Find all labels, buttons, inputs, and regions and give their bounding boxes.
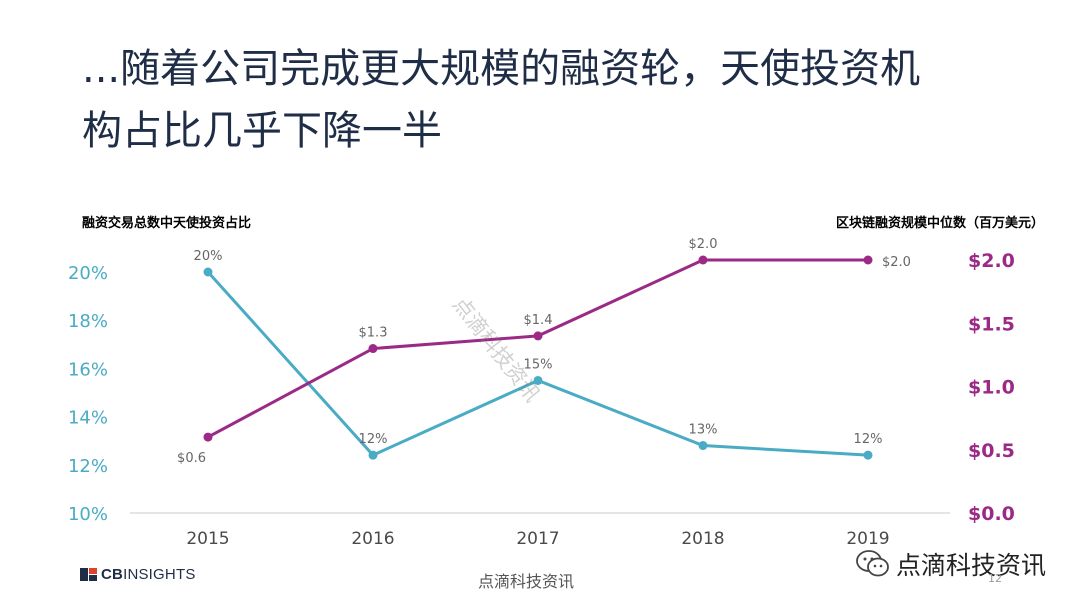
data-label: $1.4: [524, 313, 553, 328]
data-label: 12%: [359, 432, 388, 447]
series-2-point: [698, 255, 708, 265]
label-layer: 20% 12% 15% 13% 12% $0.6 $1.3 $1.4 $2.0 $2.0: [177, 237, 911, 466]
right-tick-label: $1.5: [968, 313, 1015, 335]
right-tick-label: $1.0: [968, 377, 1015, 399]
left-tick-label: 18%: [68, 311, 108, 332]
series-2-point: [203, 432, 213, 442]
right-axis-caption: 区块链融资规模中位数（百万美元）: [835, 216, 1044, 231]
data-label: 20%: [194, 249, 223, 264]
series-layer: [203, 255, 873, 460]
page-number: 12: [988, 572, 1002, 585]
category-label: 2018: [681, 529, 724, 549]
series-2-point: [533, 331, 543, 341]
cbinsights-logo: CBINSIGHTS: [80, 564, 196, 584]
data-label: $0.6: [177, 451, 206, 466]
right-tick-label: $2.0: [968, 250, 1015, 272]
wechat-icon: [856, 550, 890, 578]
right-tick-label: $0.0: [968, 503, 1015, 525]
title-line-2: 构占比几乎下降一半: [82, 108, 442, 154]
data-label: $2.0: [882, 255, 911, 270]
right-tick-label: $0.5: [968, 440, 1015, 462]
left-axis-caption: 融资交易总数中天使投资占比: [82, 216, 252, 231]
category-label: 2016: [351, 529, 394, 549]
series-1-point: [368, 450, 378, 460]
cbinsights-logo-icon: [80, 567, 97, 581]
left-tick-label: 10%: [68, 504, 108, 525]
wechat-account-name: 点滴科技资讯: [895, 551, 1046, 580]
cbinsights-logo-text: CBINSIGHTS: [101, 565, 196, 583]
data-label: $2.0: [689, 237, 718, 252]
data-label: 12%: [854, 432, 883, 447]
series-line-2: [207, 258, 868, 439]
title-line-1: ...随着公司完成更大规模的融资轮，天使投资机: [82, 46, 921, 92]
series-2-point: [368, 344, 378, 354]
series-2-point: [863, 255, 873, 265]
wechat-account: 点滴科技资讯: [856, 546, 1046, 582]
category-label: 2015: [186, 529, 229, 549]
slide-title: ...随着公司完成更大规模的融资轮，天使投资机 构占比几乎下降一半: [82, 38, 1042, 162]
left-tick-label: 20%: [68, 263, 108, 284]
series-1-point: [698, 441, 708, 451]
category-label: 2017: [516, 529, 559, 549]
series-1-point: [533, 375, 543, 385]
series-1-point: [863, 450, 873, 460]
category-label: 2019: [846, 529, 889, 549]
axis-layer: 10% 12% 14% 16% 18% 20% $0.0 $0.5 $1.0 $1.5 $2.0 20…: [68, 250, 1015, 549]
left-tick-label: 14%: [68, 408, 108, 429]
data-label: 15%: [524, 357, 553, 372]
left-tick-label: 16%: [68, 359, 108, 380]
data-label: $1.3: [359, 326, 388, 341]
series-1-point: [203, 267, 213, 277]
left-tick-label: 12%: [68, 456, 108, 477]
data-label: 13%: [689, 423, 718, 438]
bottom-watermark: 点滴科技资讯: [478, 572, 575, 591]
